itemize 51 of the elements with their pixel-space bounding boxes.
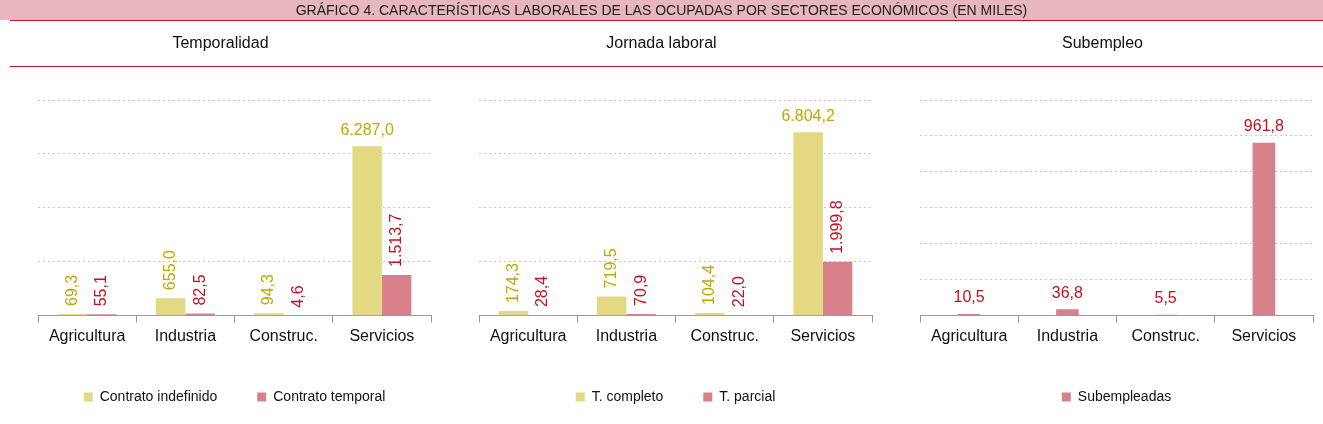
x-tick-label: Agricultura bbox=[930, 326, 1008, 344]
bar bbox=[596, 296, 627, 316]
data-label: 4,6 bbox=[288, 285, 306, 308]
bar bbox=[822, 261, 853, 316]
x-tick-label: Construc. bbox=[249, 326, 318, 344]
bar bbox=[1252, 142, 1276, 316]
legend-label: Contrato temporal bbox=[273, 387, 386, 404]
legend-label: Contrato indefinido bbox=[99, 387, 218, 404]
bar bbox=[381, 274, 412, 316]
legend-label: Subempleadas bbox=[1077, 387, 1172, 404]
data-label: 55,1 bbox=[92, 275, 110, 307]
x-tick-label: Servicios bbox=[349, 326, 415, 344]
x-tick-label: Industria bbox=[595, 326, 658, 344]
data-label: 104,4 bbox=[700, 264, 718, 305]
data-label: 69,3 bbox=[62, 274, 80, 306]
legend-label: T. parcial bbox=[719, 387, 776, 404]
data-label: 5,5 bbox=[1154, 289, 1177, 307]
legend-label: T. completo bbox=[591, 387, 664, 404]
bar bbox=[155, 298, 186, 316]
bar bbox=[1056, 309, 1079, 316]
data-label: 28,4 bbox=[533, 275, 551, 308]
x-tick-label: Industria bbox=[1036, 326, 1099, 344]
x-tick-label: Industria bbox=[154, 326, 217, 344]
data-label: 719,5 bbox=[602, 248, 620, 289]
data-label: 1.513,7 bbox=[387, 213, 405, 267]
x-tick-label: Servicios bbox=[790, 326, 856, 344]
chart-title: Jornada laboral bbox=[605, 34, 718, 52]
x-tick-label: Agricultura bbox=[489, 326, 567, 344]
chart-title: Subempleo bbox=[1061, 34, 1144, 52]
data-label: 82,5 bbox=[190, 274, 208, 306]
data-label: 174,3 bbox=[503, 262, 521, 304]
data-label: 10,5 bbox=[953, 288, 985, 306]
x-tick-label: Servicios bbox=[1231, 326, 1297, 344]
data-label: 6.287,0 bbox=[340, 120, 394, 138]
data-label: 1.999,8 bbox=[828, 200, 846, 254]
data-label: 961,8 bbox=[1243, 117, 1284, 135]
data-label: 6.804,2 bbox=[781, 106, 835, 124]
data-label: 655,0 bbox=[161, 249, 179, 291]
x-tick-label: Agricultura bbox=[48, 326, 126, 344]
x-tick-label: Construc. bbox=[1131, 326, 1200, 344]
text: GRÁFICO 4. CARACTERÍSTICAS LABORALES DE LAS OCUPADAS POR SECTORES ECONÓMICOS (EN MILES) bbox=[0, 0, 1323, 20]
data-label: 22,0 bbox=[729, 275, 747, 308]
bar bbox=[498, 311, 529, 316]
x-tick-label: Construc. bbox=[690, 326, 759, 344]
bar bbox=[793, 132, 823, 316]
data-label: 94,3 bbox=[259, 274, 277, 306]
bar bbox=[352, 146, 382, 316]
bar bbox=[254, 313, 284, 316]
chart-title: Temporalidad bbox=[171, 34, 270, 52]
data-label: 36,8 bbox=[1051, 283, 1084, 301]
data-label: 70,9 bbox=[631, 274, 649, 306]
